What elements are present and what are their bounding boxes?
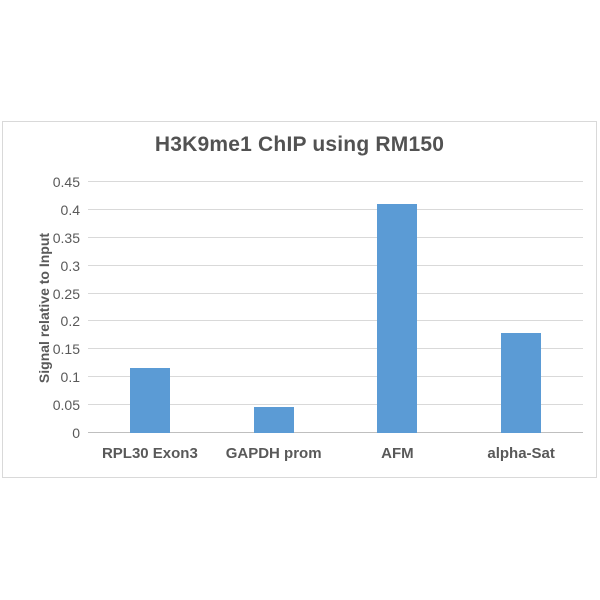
x-axis-labels: RPL30 Exon3 GAPDH prom AFM alpha-Sat — [88, 445, 583, 462]
y-tick-label: 0.4 — [60, 201, 80, 218]
chart-title: H3K9me1 ChIP using RM150 — [154, 133, 445, 156]
gridline — [88, 181, 583, 182]
x-axis-label: GAPDH prom — [225, 445, 322, 462]
x-axis-label: AFM — [381, 445, 414, 462]
y-tick-label: 0.3 — [60, 257, 80, 274]
gridline — [88, 292, 583, 294]
y-tick-label: 0.1 — [60, 369, 80, 386]
gridline — [88, 404, 583, 406]
x-axis-line — [88, 432, 583, 433]
y-tick-label: 0 — [72, 425, 80, 441]
gridline — [88, 320, 583, 322]
bar — [501, 332, 542, 433]
x-axis-label: alpha-Sat — [487, 445, 555, 462]
gridline — [88, 208, 583, 210]
gridline — [88, 348, 583, 350]
bar — [253, 407, 294, 433]
y-tick-label: 0.15 — [52, 341, 80, 358]
gridline — [88, 236, 583, 238]
chart-frame: H3K9me1 ChIP using RM150 Signal relative… — [2, 121, 597, 478]
gridline — [88, 376, 583, 378]
gridline — [88, 264, 583, 266]
y-tick-label: 0.05 — [52, 397, 80, 414]
y-tick-label: 0.25 — [52, 285, 80, 302]
x-axis-label: RPL30 Exon3 — [101, 445, 198, 462]
y-tick-label: 0.45 — [52, 174, 80, 190]
y-tick-label: 0.2 — [60, 313, 80, 330]
y-tick-label: 0.35 — [52, 229, 80, 246]
bar — [129, 367, 170, 433]
bar — [377, 204, 418, 433]
y-axis-tick-labels: 0 0.05 0.1 0.15 0.2 0.25 0.3 0.35 0.4 0.45 — [3, 174, 80, 441]
plot-area — [88, 181, 583, 433]
